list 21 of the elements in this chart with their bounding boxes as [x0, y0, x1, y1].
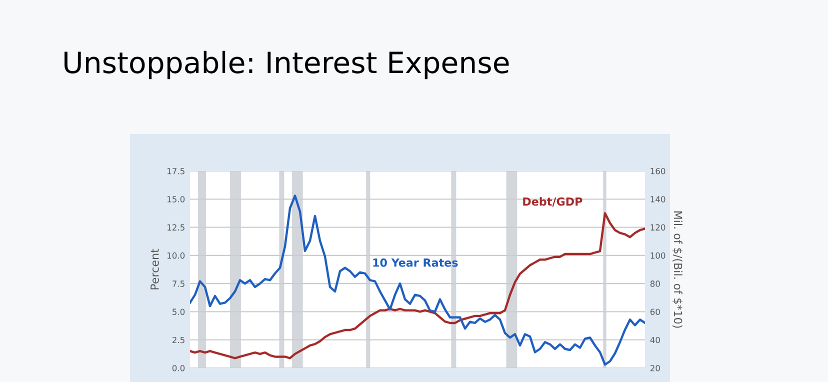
y-tick-label: 7.5 [172, 280, 184, 287]
y2-tick-label: 140 [650, 196, 666, 202]
y2-tick-label: 100 [650, 252, 666, 259]
y2-tick-label: 80 [650, 280, 660, 287]
y2-tick-label: 160 [650, 168, 666, 174]
chart-title: Unstoppable: Interest Expense [64, 50, 509, 80]
y-tick-label: 17.5 [168, 168, 184, 174]
y-tick-label: 10.0 [168, 252, 185, 259]
y-tick-label: 2.5 [172, 336, 184, 344]
text: Debt/GDP [523, 197, 582, 207]
series-label: 10 Year Rates [373, 258, 458, 267]
y-tick-label: 12.5 [168, 224, 184, 231]
y2-tick-label: 20 [650, 364, 660, 372]
y-axis-title: Percent [150, 248, 159, 290]
y-tick-label: 5.0 [172, 308, 185, 315]
y2-tick-label: 40 [650, 336, 660, 344]
y2-tick-label: 120 [650, 224, 666, 231]
y-tick-label: 15.0 [168, 196, 185, 202]
y-tick-label: 0.0 [172, 364, 185, 372]
y2-axis-title: Mil. of $/(Bil. of $*10) [672, 211, 682, 328]
y2-tick-label: 60 [650, 308, 660, 315]
